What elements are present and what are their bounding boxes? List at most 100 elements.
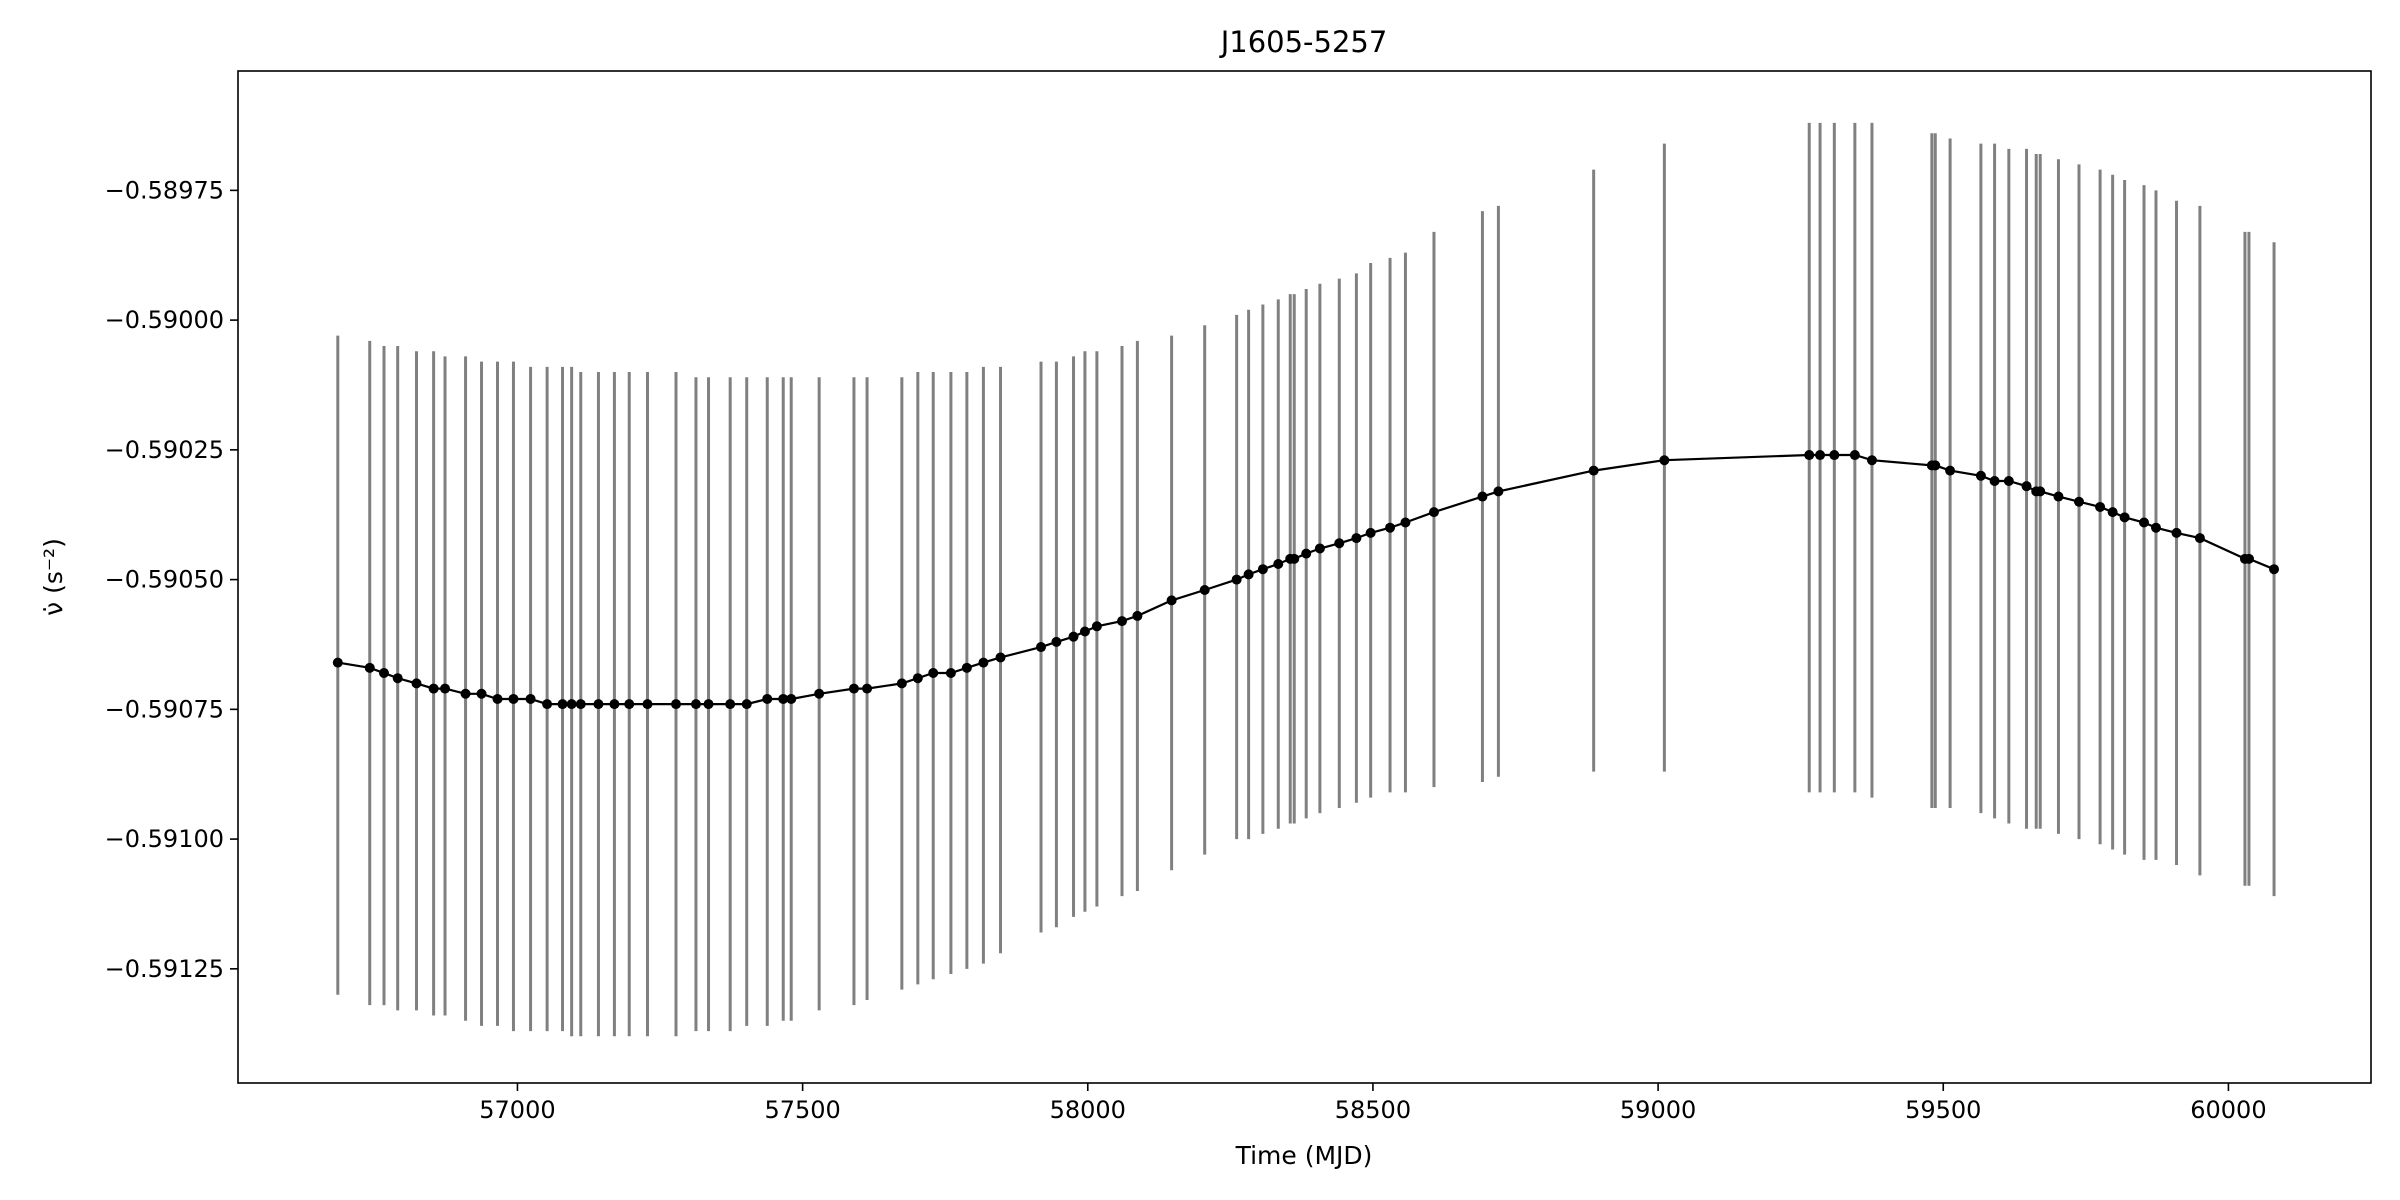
data-point [1079, 626, 1090, 637]
data-point [332, 657, 343, 668]
data-point [1866, 455, 1877, 466]
data-point [1829, 450, 1840, 461]
data-point [1815, 450, 1826, 461]
data-point [1588, 465, 1599, 476]
data-point [690, 699, 701, 710]
data-point [508, 693, 519, 704]
x-tick-label: 59500 [1905, 1096, 1981, 1124]
data-point [762, 693, 773, 704]
data-point [1849, 450, 1860, 461]
y-axis-ticks: −0.58975 −0.59000 −0.59025 −0.59050 −0.59075… [105, 176, 238, 983]
data-point [392, 673, 403, 684]
data-point [778, 693, 789, 704]
x-tick-label: 59000 [1620, 1096, 1696, 1124]
data-point [1334, 538, 1345, 549]
data-point [1091, 621, 1102, 632]
data-point [1659, 455, 1670, 466]
data-point [1945, 465, 1956, 476]
data-point [525, 693, 536, 704]
x-tick-label: 60000 [2190, 1096, 2266, 1124]
data-point [2150, 522, 2161, 533]
data-point [1068, 631, 1079, 642]
data-point [1428, 507, 1439, 518]
data-point [2021, 481, 2032, 492]
data-point [1116, 616, 1127, 627]
data-point [460, 688, 471, 699]
data-point [2119, 512, 2130, 523]
data-point [1231, 574, 1242, 585]
y-tick-label: −0.59100 [105, 825, 224, 853]
data-point [961, 662, 972, 673]
data-point [364, 662, 375, 673]
data-point [978, 657, 989, 668]
data-point [814, 688, 825, 699]
data-point [862, 683, 873, 694]
data-point [575, 699, 586, 710]
data-point [671, 699, 682, 710]
data-point [725, 699, 736, 710]
data-point [1166, 595, 1177, 606]
data-point [566, 699, 577, 710]
data-point [912, 673, 923, 684]
data-point [440, 683, 451, 694]
y-axis-label: ν̇ (s⁻²) [39, 538, 68, 616]
data-point [1400, 517, 1411, 528]
data-point [896, 678, 907, 689]
chart-title: J1605-5257 [1219, 25, 1388, 59]
data-point [624, 699, 635, 710]
data-point [1301, 548, 1312, 559]
x-axis-label: Time (MJD) [1235, 1141, 1373, 1170]
data-point [2073, 496, 2084, 507]
data-point [379, 668, 390, 679]
marker-layer [332, 450, 2280, 710]
y-tick-label: −0.59000 [105, 306, 224, 334]
data-point [2107, 507, 2118, 518]
y-tick-label: −0.59025 [105, 436, 224, 464]
data-point [1493, 486, 1504, 497]
data-point [995, 652, 1006, 663]
data-point [1314, 543, 1325, 554]
data-point [1989, 475, 2000, 486]
data-point [492, 693, 503, 704]
data-point [593, 699, 604, 710]
data-point [542, 699, 553, 710]
data-point [1477, 491, 1488, 502]
data-point [786, 693, 797, 704]
data-point [1804, 450, 1815, 461]
y-tick-label: −0.59125 [105, 955, 224, 983]
data-point [1351, 533, 1362, 544]
data-point [557, 699, 568, 710]
data-point [1257, 564, 1268, 575]
data-point [848, 683, 859, 694]
data-point [1036, 642, 1047, 653]
data-point [1365, 527, 1376, 538]
data-point [1273, 559, 1284, 570]
y-tick-label: −0.58975 [105, 176, 224, 204]
x-axis-ticks: 57000 57500 58000 58500 59000 59500 60000 [479, 1083, 2267, 1124]
data-point [1975, 470, 1986, 481]
data-point [2035, 486, 2046, 497]
data-point [2053, 491, 2064, 502]
data-point [476, 688, 487, 699]
y-tick-label: −0.59050 [105, 566, 224, 594]
data-point [1051, 636, 1062, 647]
data-point [741, 699, 752, 710]
plot-frame [237, 70, 2372, 1084]
data-point [428, 683, 439, 694]
data-point [1385, 522, 1396, 533]
data-point [411, 678, 422, 689]
x-tick-label: 57500 [764, 1096, 840, 1124]
x-tick-label: 58500 [1335, 1096, 1411, 1124]
data-point [642, 699, 653, 710]
data-point [2095, 501, 2106, 512]
data-point [703, 699, 714, 710]
data-point [2171, 527, 2182, 538]
data-point [609, 699, 620, 710]
data-point [2139, 517, 2150, 528]
data-point [1199, 584, 1210, 595]
data-point [2269, 564, 2280, 575]
data-point [945, 668, 956, 679]
x-tick-label: 58000 [1050, 1096, 1126, 1124]
